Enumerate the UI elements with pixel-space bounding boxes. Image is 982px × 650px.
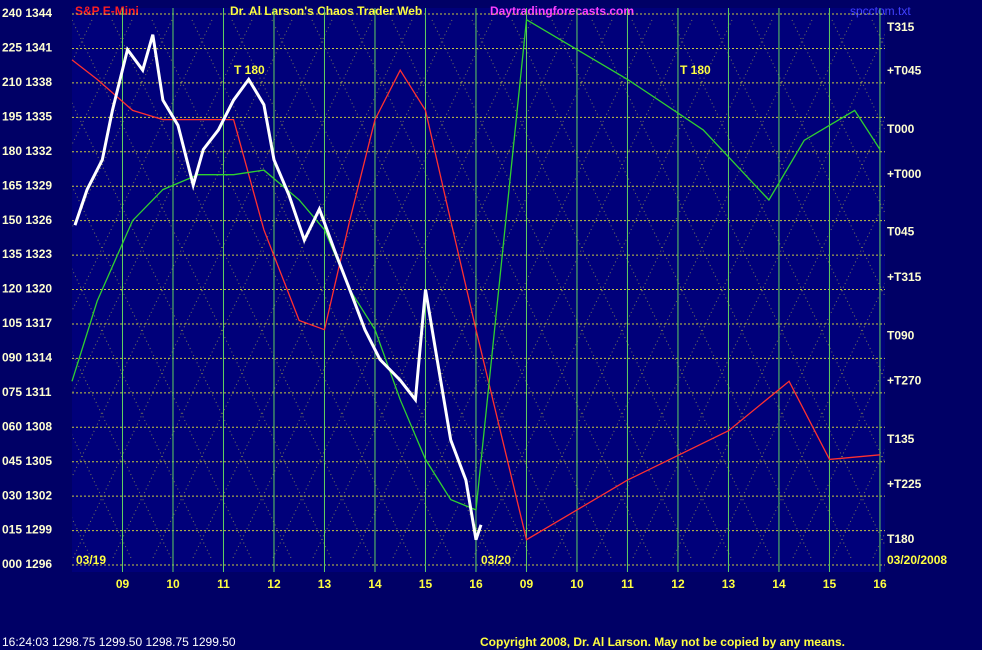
right-label: +T045 <box>887 64 922 78</box>
y-tick-label: 045 1305 <box>2 454 52 468</box>
x-tick-label: 15 <box>823 577 837 591</box>
y-tick-label: 195 1335 <box>2 109 52 123</box>
chart-title: Dr. Al Larson's Chaos Trader Web <box>230 4 422 18</box>
x-tick-label: 09 <box>520 577 534 591</box>
x-tick-label: 14 <box>772 577 786 591</box>
y-tick-label: 135 1323 <box>2 247 52 261</box>
x-tick-label: 14 <box>368 577 382 591</box>
y-tick-label: 180 1332 <box>2 144 52 158</box>
x-tick-label: 16 <box>469 577 483 591</box>
y-tick-label: 210 1338 <box>2 75 52 89</box>
y-tick-label: 165 1329 <box>2 178 52 192</box>
y-tick-label: 150 1326 <box>2 213 52 227</box>
right-label: +T225 <box>887 477 922 491</box>
y-tick-label: 015 1299 <box>2 523 52 537</box>
y-tick-label: 000 1296 <box>2 557 52 571</box>
right-label: +T000 <box>887 167 922 181</box>
x-tick-label: 16 <box>873 577 887 591</box>
right-label: T135 <box>887 432 915 446</box>
file: spcctom.txt <box>850 4 911 18</box>
annotation: T 180 <box>680 63 711 77</box>
x-tick-label: 11 <box>217 577 230 591</box>
site: Daytradingforecasts.com <box>490 4 634 18</box>
copyright: Copyright 2008, Dr. Al Larson. May not b… <box>480 635 845 649</box>
right-label: T180 <box>887 532 915 546</box>
x-tick-label: 10 <box>166 577 180 591</box>
right-label: T045 <box>887 224 915 238</box>
x-tick-label: 11 <box>621 577 634 591</box>
x-tick-label: 09 <box>116 577 130 591</box>
x-tick-label: 10 <box>570 577 584 591</box>
x-tick-label: 13 <box>318 577 332 591</box>
y-tick-label: 105 1317 <box>2 316 52 330</box>
x-tick-label: 12 <box>267 577 281 591</box>
right-label: T000 <box>887 122 915 136</box>
footer-quote: 16:24:03 1298.75 1299.50 1298.75 1299.50 <box>2 635 236 649</box>
y-tick-label: 090 1314 <box>2 351 52 365</box>
y-tick-label: 120 1320 <box>2 282 52 296</box>
y-tick-label: 225 1341 <box>2 41 52 55</box>
series-line <box>71 18 881 511</box>
date-label: 03/20 <box>481 553 511 567</box>
right-label: T315 <box>887 20 915 34</box>
annotation: T 180 <box>234 63 265 77</box>
x-tick-label: 12 <box>671 577 685 591</box>
right-label: +T315 <box>887 270 922 284</box>
x-tick-label: 13 <box>722 577 736 591</box>
subtitle: S&P E-Mini <box>75 4 139 18</box>
series-line <box>73 34 483 541</box>
y-tick-label: 075 1311 <box>2 385 52 399</box>
y-tick-label: 240 1344 <box>2 6 52 20</box>
right-label: +T270 <box>887 374 922 388</box>
y-tick-label: 060 1308 <box>2 419 52 433</box>
date-label: 03/20/2008 <box>887 553 947 567</box>
y-tick-label: 030 1302 <box>2 488 52 502</box>
date-label: 03/19 <box>76 553 106 567</box>
x-tick-label: 15 <box>419 577 433 591</box>
right-label: T090 <box>887 329 915 343</box>
